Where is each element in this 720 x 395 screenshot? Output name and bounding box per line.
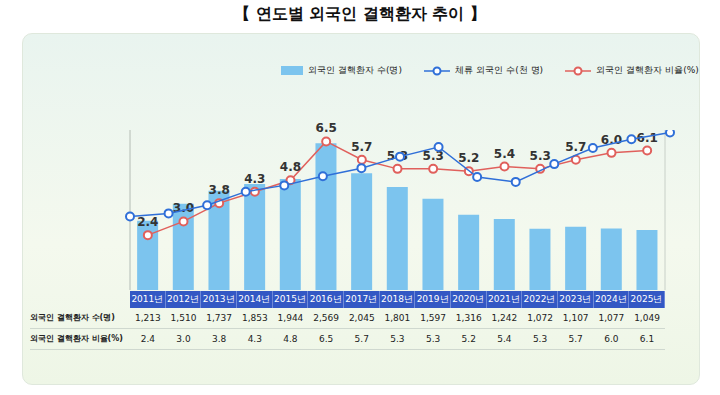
html-text:6.0: 6.0 — [604, 334, 619, 344]
svg-text:4.3: 4.3 — [244, 172, 265, 186]
html-text:1,944: 1,944 — [277, 313, 304, 323]
svg-text:5.7: 5.7 — [565, 139, 587, 154]
html-text:1,316: 1,316 — [455, 313, 482, 323]
html-text:4.3: 4.3 — [247, 334, 262, 344]
svg-text:4.8: 4.8 — [280, 160, 301, 174]
html-text:5.4: 5.4 — [497, 334, 512, 344]
svg-text:3.0: 3.0 — [172, 201, 195, 216]
html-text:1,242: 1,242 — [491, 313, 518, 323]
html-text:1,853: 1,853 — [241, 313, 268, 323]
html-text:6.1: 6.1 — [639, 334, 655, 344]
html-text:5.2: 5.2 — [461, 334, 476, 344]
svg-text:5.7: 5.7 — [351, 140, 372, 154]
svg-text:5.2: 5.2 — [458, 151, 479, 165]
html-text:3.8: 3.8 — [212, 334, 227, 344]
html-text:5.7: 5.7 — [568, 334, 583, 344]
html-text:5.3: 5.3 — [532, 334, 548, 344]
html-text:외국인 결핵환자 수(명): 외국인 결핵환자 수(명) — [308, 65, 402, 75]
html-text:6.5: 6.5 — [318, 334, 334, 344]
svg-text:6.0: 6.0 — [600, 132, 623, 147]
html-text:외국인 결핵환자 수(명): 외국인 결핵환자 수(명) — [30, 313, 115, 322]
html-text:1,107: 1,107 — [562, 313, 589, 323]
html-text:1,510: 1,510 — [170, 313, 197, 323]
html-text:1,737: 1,737 — [206, 313, 232, 323]
html-text:5.3: 5.3 — [390, 334, 405, 344]
svg-text:2.4: 2.4 — [137, 215, 158, 229]
html-text:1,213: 1,213 — [134, 313, 161, 323]
html-text:2,569: 2,569 — [313, 313, 339, 323]
svg-text:5.4: 5.4 — [494, 147, 515, 161]
html-text:1,072: 1,072 — [527, 313, 553, 323]
html-text:5.3: 5.3 — [425, 334, 441, 344]
html-text:5.7: 5.7 — [354, 334, 369, 344]
html-text:1,049: 1,049 — [634, 313, 660, 323]
html-text:1,801: 1,801 — [384, 313, 411, 323]
html-text:4.8: 4.8 — [283, 334, 298, 344]
html-text:3.0: 3.0 — [176, 334, 191, 344]
html-text:2,045: 2,045 — [348, 313, 375, 323]
html-text:1,077: 1,077 — [598, 313, 625, 323]
html-text:외국인 결핵환자 비율(%): 외국인 결핵환자 비율(%) — [596, 65, 699, 75]
svg-text:6.5: 6.5 — [316, 121, 337, 135]
svg-text:5.3: 5.3 — [386, 148, 409, 163]
html-text:1,597: 1,597 — [420, 313, 446, 323]
html-text:【 연도별 외국인 결핵환자 추이 】: 【 연도별 외국인 결핵환자 추이 】 — [234, 4, 486, 23]
svg-text:6.1: 6.1 — [636, 130, 658, 145]
html-text:2011년 2012년 2013년 2014년 2015년: 2011년 2012년 2013년 2014년 2015년 2016년 2017… — [131, 294, 663, 304]
html-text:2.4: 2.4 — [140, 334, 155, 344]
svg-text:3.8: 3.8 — [209, 183, 230, 197]
svg-text:5.3: 5.3 — [422, 148, 444, 163]
svg-text:5.3: 5.3 — [530, 149, 551, 163]
html-text:체류 외국인 수(천 명): 체류 외국인 수(천 명) — [455, 65, 543, 75]
html-text:외국인 결핵환자 비율(%): 외국인 결핵환자 비율(%) — [30, 334, 123, 343]
